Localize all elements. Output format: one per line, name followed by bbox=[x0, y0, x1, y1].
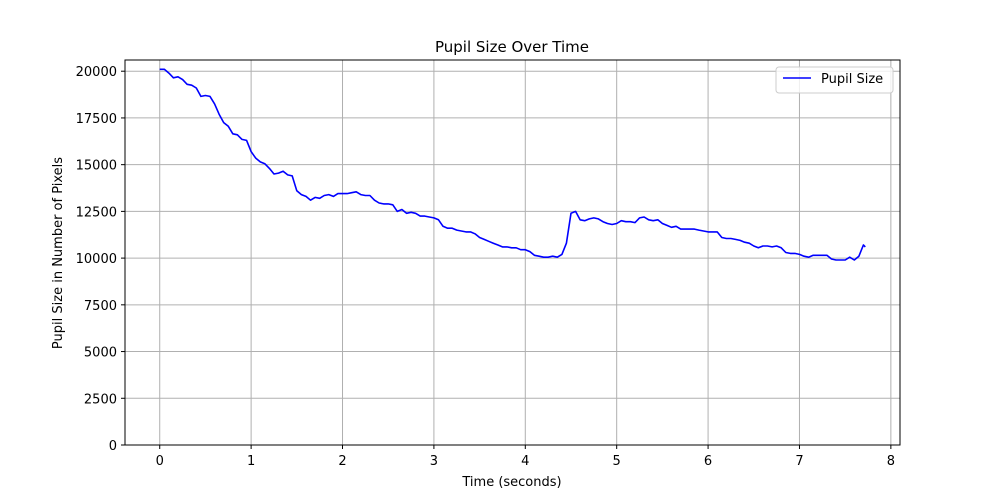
x-tick-label: 6 bbox=[704, 454, 712, 469]
y-tick-label: 7500 bbox=[84, 299, 117, 314]
y-tick-label: 15000 bbox=[76, 159, 117, 174]
x-tick-label: 1 bbox=[247, 454, 255, 469]
x-tick-label: 3 bbox=[430, 454, 438, 469]
plot-area bbox=[125, 60, 900, 445]
y-tick-label: 5000 bbox=[84, 346, 117, 361]
x-tick-label: 8 bbox=[887, 454, 895, 469]
x-tick-label: 5 bbox=[613, 454, 621, 469]
y-tick-label: 0 bbox=[109, 439, 117, 454]
x-tick-label: 7 bbox=[795, 454, 803, 469]
y-tick-label: 2500 bbox=[84, 392, 117, 407]
series-layer bbox=[159, 68, 866, 261]
legend: Pupil Size bbox=[775, 66, 894, 94]
y-tick-label: 10000 bbox=[76, 252, 117, 267]
x-tick-label: 0 bbox=[156, 454, 164, 469]
grid bbox=[125, 60, 900, 446]
y-tick-label: 20000 bbox=[76, 65, 117, 80]
y-tick-label: 17500 bbox=[76, 112, 117, 127]
pupil-size-series-line bbox=[159, 68, 866, 261]
legend-box bbox=[775, 66, 894, 94]
y-tick-label: 12500 bbox=[76, 205, 117, 220]
x-tick-label: 2 bbox=[338, 454, 346, 469]
legend-label: Pupil Size bbox=[821, 72, 883, 87]
axes-frame bbox=[124, 59, 901, 446]
x-tick-label: 4 bbox=[521, 454, 529, 469]
x-axis-label: Time (seconds) bbox=[461, 475, 561, 490]
ticks: 0 1 2 3 4 5 6 7 8 0 2500 5000 7500 10000 12500 15000 175… bbox=[76, 65, 895, 469]
chart-title: Pupil Size Over Time bbox=[435, 38, 589, 56]
y-axis-label: Pupil Size in Number of Pixels bbox=[51, 157, 66, 349]
